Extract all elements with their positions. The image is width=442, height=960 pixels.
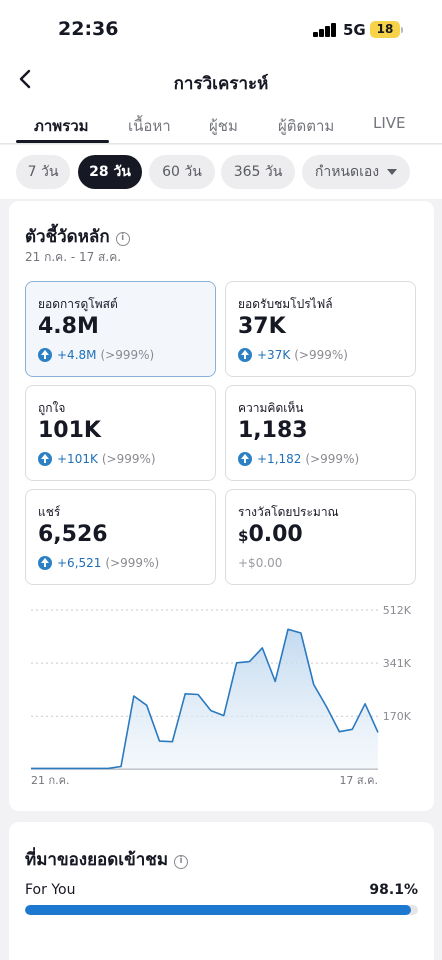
date-range-selector: 7 วัน 28 วัน 60 วัน 365 วัน กำหนดเอง: [0, 145, 442, 199]
arrow-up-icon: [238, 452, 252, 466]
metric-post-views[interactable]: ยอดการดูโพสต์ 4.8M +4.8M (>999%): [25, 281, 216, 377]
tab-live[interactable]: LIVE: [373, 114, 406, 132]
status-time: 22:36: [58, 18, 119, 40]
metric-value: 6,526: [38, 522, 108, 547]
tab-overview[interactable]: ภาพรวม: [34, 117, 89, 135]
x-tick-label: 21 ก.ค.: [31, 774, 70, 787]
metric-likes[interactable]: ถูกใจ 101K +101K (>999%): [25, 385, 216, 481]
metric-change: +1,182 (>999%): [238, 452, 359, 466]
metric-label: รางวัลโดยประมาณ: [238, 505, 339, 519]
metric-value: 1,183: [238, 418, 308, 443]
tab-viewers[interactable]: ผู้ชม: [209, 117, 238, 135]
info-icon[interactable]: i: [115, 232, 130, 246]
caret-down-icon: [387, 169, 398, 175]
metric-label: แชร์: [38, 505, 61, 519]
metric-change: +37K (>999%): [238, 348, 348, 362]
metric-delta: +37K: [257, 348, 291, 362]
metric-label: ถูกใจ: [38, 401, 66, 415]
tab-bar: ภาพรวม เนื้อหา ผู้ชม ผู้ติดตาม LIVE: [0, 100, 442, 144]
y-tick-label: 341K: [383, 657, 412, 670]
range-custom-dropdown[interactable]: กำหนดเอง: [302, 155, 410, 189]
metric-delta: +6,521: [57, 556, 102, 570]
date-range-label: 21 ก.ค. - 17 ส.ค.: [25, 250, 122, 264]
back-button[interactable]: [12, 64, 38, 94]
source-progress-track: [25, 905, 418, 915]
info-icon[interactable]: i: [174, 855, 189, 869]
area-fill: [31, 629, 378, 769]
metric-delta: +101K: [57, 452, 98, 466]
metric-delta: +4.8M: [57, 348, 97, 362]
signal-icon: [313, 23, 337, 37]
metric-comments[interactable]: ความคิดเห็น 1,183 +1,182 (>999%): [225, 385, 416, 481]
traffic-source-title: ที่มาของยอดเข้าชม i: [25, 846, 189, 873]
header: การวิเคราะห์: [0, 58, 442, 100]
metric-pct: (>999%): [105, 556, 160, 570]
battery-icon: 18: [370, 21, 400, 38]
metric-change: +4.8M (>999%): [38, 348, 154, 362]
source-progress-fill: [25, 905, 411, 915]
metric-value: 4.8M: [38, 314, 99, 339]
status-bar: 22:36 5G 18: [0, 0, 442, 58]
x-tick-label: 17 ส.ค.: [339, 774, 378, 787]
range-custom-label: กำหนดเอง: [314, 164, 380, 180]
metric-delta: +1,182: [257, 452, 302, 466]
metric-estimated-rewards[interactable]: รางวัลโดยประมาณ $0.00 +$0.00: [225, 489, 416, 585]
page-title: การวิเคราะห์: [173, 74, 269, 94]
metric-pct: (>999%): [294, 348, 348, 362]
metric-change: +$0.00: [238, 556, 282, 570]
metric-change: +101K (>999%): [38, 452, 156, 466]
range-60-days[interactable]: 60 วัน: [149, 155, 215, 189]
tab-followers[interactable]: ผู้ติดตาม: [278, 117, 335, 135]
traffic-source-card: ที่มาของยอดเข้าชม i For You 98.1%: [9, 822, 434, 960]
currency-symbol: $: [238, 527, 249, 545]
metric-value: 37K: [238, 314, 286, 339]
metric-value-number: 0.00: [248, 522, 303, 547]
source-percentage: 98.1%: [369, 882, 418, 898]
arrow-up-icon: [238, 348, 252, 362]
range-7-days[interactable]: 7 วัน: [16, 155, 70, 189]
key-metrics-title: ตัวชี้วัดหลัก i: [25, 223, 130, 250]
views-trend-chart[interactable]: 512K 341K 170K 21 ก.ค. 17 ส.ค.: [9, 601, 434, 796]
metric-value: $0.00: [238, 522, 303, 547]
metric-label: ยอดการดูโพสต์: [38, 297, 118, 311]
series-line: [31, 628, 379, 770]
key-metrics-card: ตัวชี้วัดหลัก i 21 ก.ค. - 17 ส.ค. ยอดการด…: [9, 201, 434, 811]
metric-label: ความคิดเห็น: [238, 401, 304, 415]
arrow-up-icon: [38, 348, 52, 362]
arrow-up-icon: [38, 556, 52, 570]
range-365-days[interactable]: 365 วัน: [221, 155, 295, 189]
battery-tip: [401, 27, 403, 33]
arrow-up-icon: [38, 452, 52, 466]
metric-pct: (>999%): [101, 452, 156, 466]
metric-value: 101K: [38, 418, 101, 443]
y-tick-label: 512K: [383, 604, 412, 617]
metric-change: +6,521 (>999%): [38, 556, 159, 570]
range-28-days[interactable]: 28 วัน: [78, 155, 142, 189]
y-tick-label: 170K: [383, 710, 412, 723]
tab-content[interactable]: เนื้อหา: [128, 117, 171, 135]
tab-underline: [16, 140, 109, 143]
metric-pct: (>999%): [305, 452, 360, 466]
chevron-left-icon: [19, 69, 31, 89]
traffic-source-title-text: ที่มาของยอดเข้าชม: [25, 850, 169, 870]
key-metrics-title-text: ตัวชี้วัดหลัก: [25, 227, 110, 247]
metric-pct: (>999%): [100, 348, 155, 362]
network-type: 5G: [343, 21, 366, 39]
metric-profile-views[interactable]: ยอดรับชมโปรไฟล์ 37K +37K (>999%): [225, 281, 416, 377]
metric-shares[interactable]: แชร์ 6,526 +6,521 (>999%): [25, 489, 216, 585]
source-label: For You: [25, 882, 76, 898]
metric-label: ยอดรับชมโปรไฟล์: [238, 297, 333, 311]
metric-delta: +$0.00: [238, 556, 283, 570]
